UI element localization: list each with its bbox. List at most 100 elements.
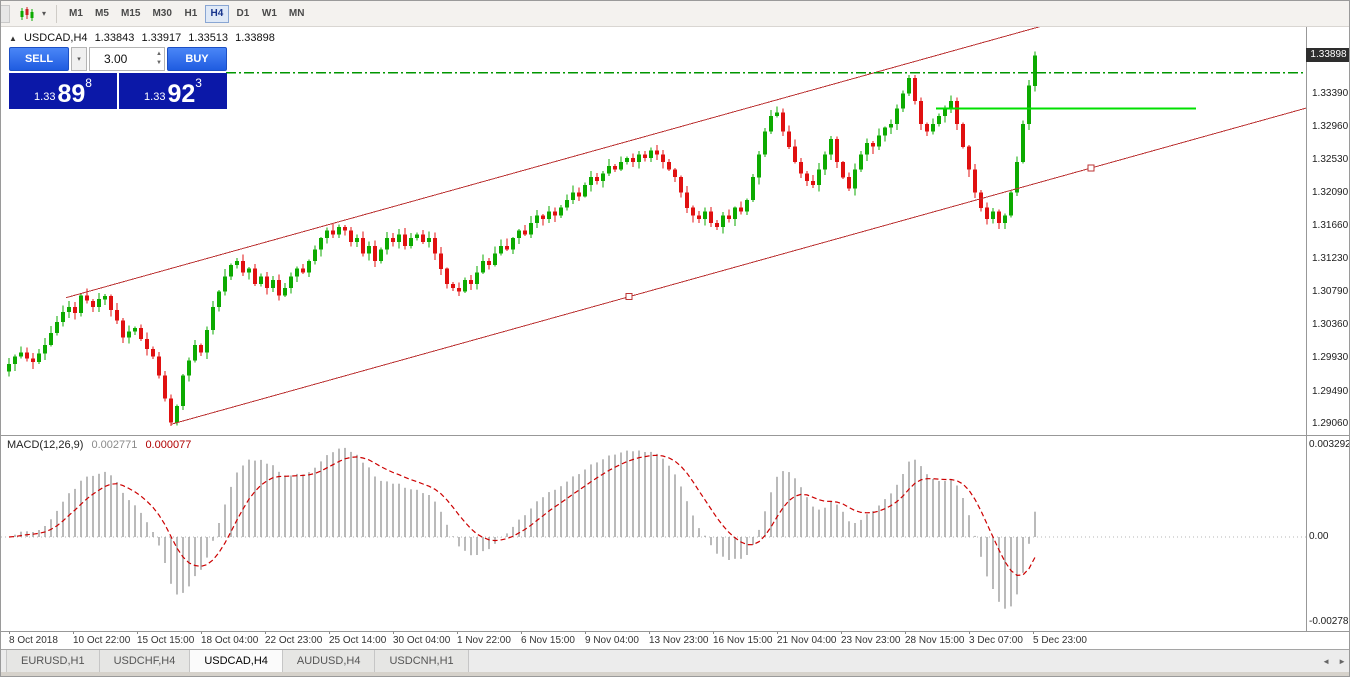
one-click-trading-panel: SELL ▾ 3.00 ▲ ▼ BUY 1.33 89 8 1.33 92 3 [9, 47, 227, 109]
time-axis-label: 28 Nov 15:00 [905, 635, 965, 646]
volume-value: 3.00 [104, 52, 128, 66]
time-axis-tick [457, 631, 458, 634]
time-axis-label: 25 Oct 14:00 [329, 635, 387, 646]
symbol-ohlc-line: ▲ USDCAD,H4 1.33843 1.33917 1.33513 1.33… [9, 32, 279, 44]
volume-dropdown-button[interactable]: ▾ [71, 47, 87, 71]
time-axis-label: 23 Nov 23:00 [841, 635, 901, 646]
time-axis-tick [777, 631, 778, 634]
price-axis-label: 1.29930 [1312, 351, 1349, 363]
time-axis-tick [521, 631, 522, 634]
tab-usdcad-h4[interactable]: USDCAD,H4 [190, 650, 283, 672]
trade-panel-controls: SELL ▾ 3.00 ▲ ▼ BUY [9, 47, 227, 71]
buy-button[interactable]: BUY [167, 47, 227, 71]
time-axis-label: 13 Nov 23:00 [649, 635, 709, 646]
time-axis-label: 6 Nov 15:00 [521, 635, 575, 646]
macd-panel[interactable] [1, 435, 1306, 631]
tab-usdchf-h4[interactable]: USDCHF,H4 [99, 650, 191, 672]
tab-usdcnh-h1[interactable]: USDCNH,H1 [375, 650, 469, 672]
time-axis-tick [585, 631, 586, 634]
timeframe-h4[interactable]: H4 [204, 4, 229, 23]
ohlc-high: 1.33917 [141, 32, 182, 44]
price-axis[interactable]: 1.33390 1.32960 1.32530 1.32090 1.31660 1.312… [1306, 27, 1350, 631]
tab-audusd-h4[interactable]: AUDUSD,H4 [282, 650, 376, 672]
buy-price-pips: 92 [167, 80, 196, 108]
ohlc-open: 1.33843 [94, 32, 135, 44]
tab-eurusd-h1[interactable]: EURUSD,H1 [6, 650, 100, 672]
macd-axis-label: -0.002787 [1309, 616, 1350, 627]
time-axis-label: 3 Dec 07:00 [969, 635, 1023, 646]
buy-price-display[interactable]: 1.33 92 3 [119, 73, 227, 109]
price-axis-label: 1.31660 [1312, 220, 1349, 232]
macd-axis-label: 0.00 [1309, 531, 1329, 542]
timeframe-m1[interactable]: M1 [69, 7, 83, 19]
price-axis-label: 1.29490 [1312, 385, 1349, 397]
sell-price-pips: 89 [57, 80, 86, 108]
symbol-label: USDCAD,H4 [23, 32, 88, 44]
cropped-toolbar-icon[interactable] [1, 4, 10, 23]
buy-price-prefix: 1.33 [144, 91, 166, 103]
time-axis-label: 30 Oct 04:00 [393, 635, 451, 646]
time-axis-tick [9, 631, 10, 634]
time-axis-label: 16 Nov 15:00 [713, 635, 773, 646]
timeframe-d1[interactable]: D1 [236, 7, 250, 19]
macd-histogram [1, 447, 1306, 609]
price-axis-label: 1.29060 [1312, 418, 1349, 430]
window-bottom-edge [1, 672, 1349, 676]
price-axis-label: 1.30790 [1312, 286, 1349, 298]
timeframe-m30[interactable]: M30 [152, 7, 172, 19]
volume-down-arrow[interactable]: ▼ [156, 60, 162, 66]
price-axis-label: 1.31230 [1312, 252, 1349, 264]
candlestick-glyph [20, 6, 34, 21]
collapse-panel-icon[interactable]: ▲ [9, 34, 17, 43]
time-axis-tick [969, 631, 970, 634]
candlestick-series [7, 51, 1037, 427]
macd-signal-value: 0.000077 [145, 439, 192, 451]
volume-spinner: ▲ ▼ [156, 50, 162, 68]
trade-panel-prices: 1.33 89 8 1.33 92 3 [9, 73, 227, 109]
chart-macd-divider[interactable] [1, 435, 1349, 436]
tab-scroll-right-icon[interactable]: ► [1338, 656, 1346, 666]
time-axis-label: 9 Nov 04:00 [585, 635, 639, 646]
price-axis-label: 1.30360 [1312, 319, 1349, 331]
macd-timeaxis-divider [1, 631, 1349, 632]
price-axis-label: 1.32960 [1312, 120, 1349, 132]
timeframe-h1[interactable]: H1 [184, 7, 198, 19]
macd-axis-label: 0.003292 [1309, 439, 1350, 450]
time-axis-tick [713, 631, 714, 634]
time-axis-tick [137, 631, 138, 634]
timeframe-m5[interactable]: M5 [95, 7, 109, 19]
time-axis-tick [393, 631, 394, 634]
time-axis-label: 18 Oct 04:00 [201, 635, 259, 646]
time-axis-label: 8 Oct 2018 [9, 635, 58, 646]
price-axis-label: 1.32090 [1312, 187, 1349, 199]
tab-scroll-left-icon[interactable]: ◄ [1322, 656, 1331, 666]
volume-up-arrow[interactable]: ▲ [156, 51, 162, 57]
sell-price-prefix: 1.33 [34, 91, 56, 103]
time-axis-tick [905, 631, 906, 634]
macd-name: MACD(12,26,9) [7, 439, 84, 451]
time-axis-tick [73, 631, 74, 634]
tab-scroll-buttons: ◄ ► [1322, 650, 1346, 672]
timeframe-mn[interactable]: MN [288, 7, 305, 19]
time-axis-label: 22 Oct 23:00 [265, 635, 323, 646]
chart-type-icon[interactable] [16, 4, 38, 24]
timeframe-m15[interactable]: M15 [121, 7, 141, 19]
timeframe-w1[interactable]: W1 [261, 7, 277, 19]
time-axis-label: 21 Nov 04:00 [777, 635, 837, 646]
ohlc-close: 1.33898 [235, 32, 275, 44]
volume-input[interactable]: 3.00 ▲ ▼ [89, 47, 165, 71]
chevron-down-icon[interactable]: ▾ [41, 9, 46, 18]
chart-tab-bar: EURUSD,H1 USDCHF,H4 USDCAD,H4 AUDUSD,H4 USDC… [1, 649, 1349, 672]
price-axis-label: 1.33390 [1312, 88, 1349, 100]
time-axis[interactable]: 8 Oct 2018 10 Oct 22:00 15 Oct 15:00 18 Oct… [1, 631, 1349, 649]
sell-price-display[interactable]: 1.33 89 8 [9, 73, 117, 109]
time-axis-tick [265, 631, 266, 634]
time-axis-label: 10 Oct 22:00 [73, 635, 131, 646]
time-axis-tick [201, 631, 202, 634]
price-axis-label: 1.32530 [1312, 153, 1349, 165]
sell-button[interactable]: SELL [9, 47, 69, 71]
ohlc-low: 1.33513 [188, 32, 229, 44]
chart-annotations [65, 27, 1306, 425]
macd-main-value: 0.002771 [91, 439, 138, 451]
